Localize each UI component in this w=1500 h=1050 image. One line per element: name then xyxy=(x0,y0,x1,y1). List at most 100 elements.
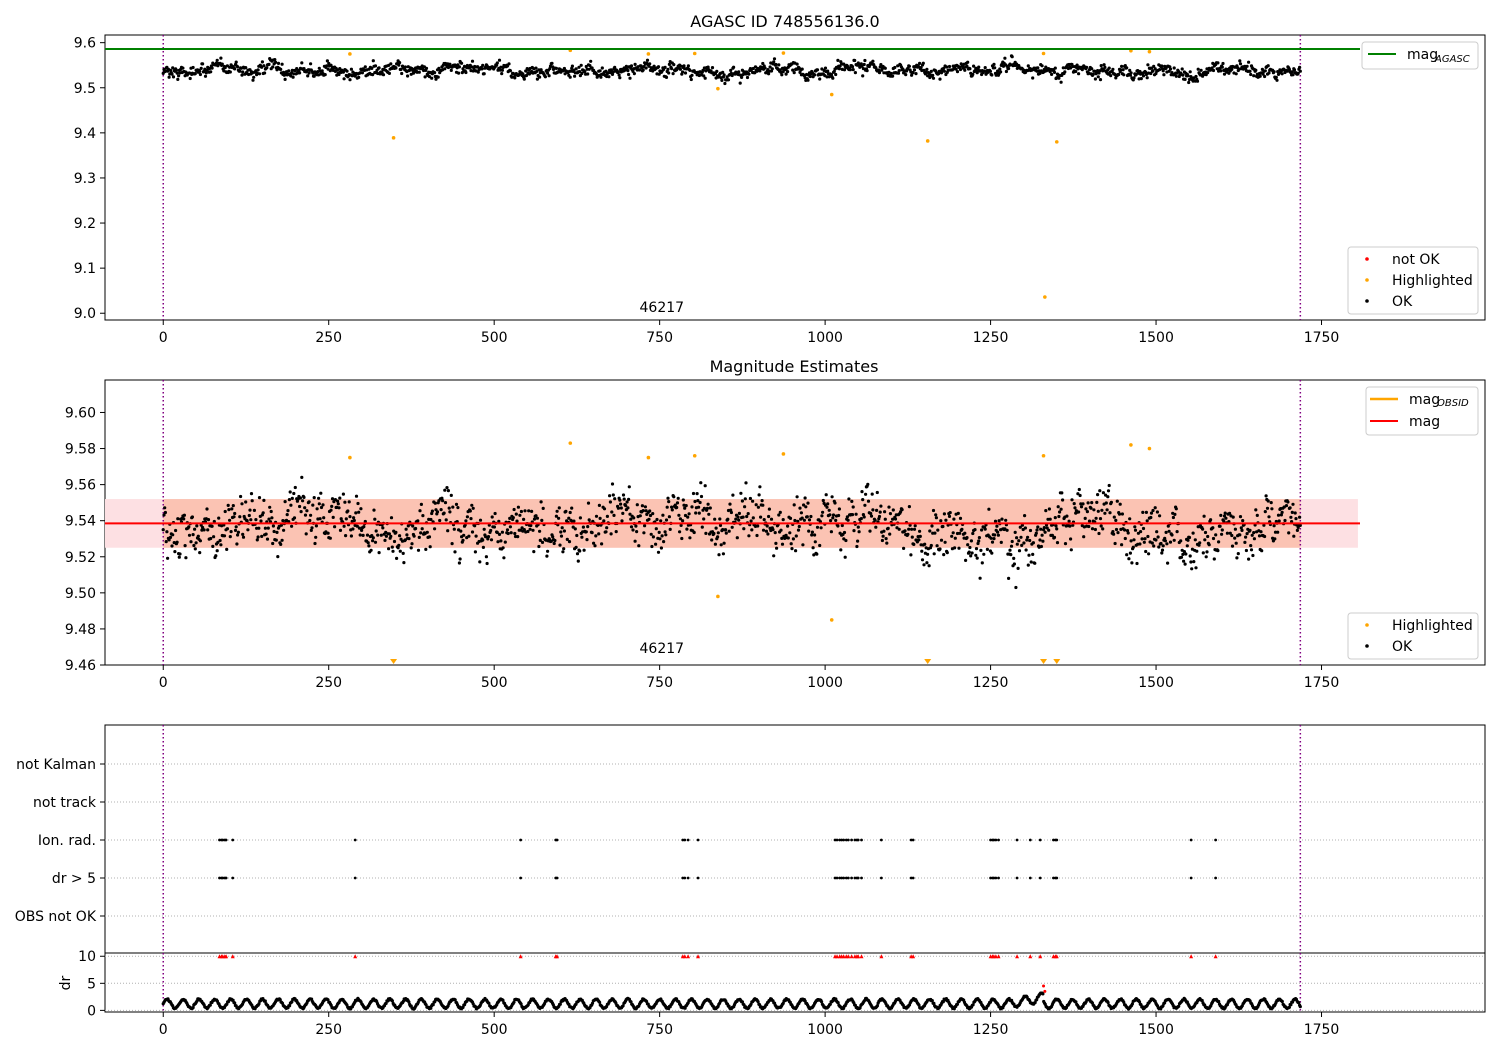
p1-ok-point xyxy=(1074,69,1078,74)
p2-ok-point xyxy=(387,532,391,536)
p3-flag-point xyxy=(519,876,523,880)
p2-ok-point xyxy=(317,496,321,500)
p2-ok-point xyxy=(398,534,402,538)
p2-ok-point xyxy=(239,494,243,499)
p2-ok-point xyxy=(1244,548,1248,553)
p2-ok-point xyxy=(168,535,173,540)
p2-ok-point xyxy=(648,513,653,518)
p2-ok-point xyxy=(1048,517,1052,521)
p2-ok-point xyxy=(182,517,186,521)
p2-ok-point xyxy=(976,541,980,546)
p1-ok-point xyxy=(861,74,865,78)
p1-ok-point xyxy=(703,76,707,80)
p1-ok-point xyxy=(722,73,726,77)
p1-ok-point xyxy=(280,62,284,66)
p2-ok-point xyxy=(189,540,193,544)
p2-ok-point xyxy=(411,524,415,528)
p2-ok-point xyxy=(690,505,694,509)
p2-ok-point xyxy=(1201,551,1205,555)
p2-ok-point xyxy=(1106,489,1111,493)
p2-x-tick-label: 1750 xyxy=(1304,675,1340,691)
p1-ok-point xyxy=(1038,71,1042,75)
p2-ok-point xyxy=(471,506,475,510)
p4-dr-point xyxy=(955,1002,960,1006)
p2-ok-point xyxy=(661,513,665,517)
p2-ok-point xyxy=(163,506,167,510)
p1-ok-point xyxy=(342,77,346,81)
p1-ok-point xyxy=(1007,66,1011,71)
p2-title: Magnitude Estimates xyxy=(710,357,879,376)
p1-x-tick-label: 1750 xyxy=(1304,330,1340,346)
p2-ok-point xyxy=(795,495,799,499)
p2-ok-point xyxy=(663,530,667,534)
p1-ok-point xyxy=(349,67,353,71)
p1-ok-point xyxy=(223,66,227,70)
p3-flag-point xyxy=(555,876,559,880)
p2-ok-point xyxy=(751,516,755,520)
p2-ok-point xyxy=(625,500,629,504)
p2-ok-point xyxy=(1031,541,1035,545)
p2-ok-point xyxy=(1156,535,1160,539)
p1-ok-point xyxy=(1194,74,1198,79)
p2-ok-point xyxy=(996,533,1001,537)
p2-ok-point xyxy=(833,501,837,505)
p1-ok-point xyxy=(323,73,327,77)
p2-ok-point xyxy=(726,517,730,521)
p2-ok-point xyxy=(985,547,990,552)
p2-ok-point xyxy=(695,492,699,496)
p2-ok-point xyxy=(1087,524,1091,529)
p2-ok-point xyxy=(309,528,313,533)
p1-ok-point xyxy=(919,66,923,70)
p2-ok-point xyxy=(241,532,245,537)
p1-ok-point xyxy=(1186,74,1190,78)
p1-ok-point xyxy=(589,59,593,63)
p2-ok-point xyxy=(650,544,654,549)
p2-ok-point xyxy=(233,511,237,516)
p4-dr-point xyxy=(1041,992,1045,996)
p2-ok-point xyxy=(473,550,477,554)
p2-y-tick-label: 9.54 xyxy=(65,514,96,530)
p2-ok-point xyxy=(287,520,291,524)
p1-ok-point xyxy=(1275,78,1279,82)
p1-ok-point xyxy=(295,67,299,71)
p3-flag-point xyxy=(911,838,915,842)
p2-ok-point xyxy=(177,555,181,559)
p1-ok-point xyxy=(1154,72,1158,76)
p2-ok-point xyxy=(490,515,494,519)
p2-ok-point xyxy=(993,533,997,537)
p2-ok-point xyxy=(1018,525,1022,529)
p2-ok-point xyxy=(721,552,726,556)
p2-ok-point xyxy=(567,540,572,544)
p1-legend-agasc-subscript: AGASC xyxy=(1434,54,1470,65)
p2-ok-point xyxy=(1050,533,1054,538)
p2-ok-point xyxy=(459,529,463,533)
p2-ok-point xyxy=(1291,502,1295,506)
p2-ok-point xyxy=(1033,561,1037,565)
p2-ok-point xyxy=(821,510,825,514)
p3-flag-point xyxy=(1015,876,1019,880)
p1-ok-point xyxy=(1195,79,1200,83)
p2-ok-point xyxy=(298,504,302,509)
p2-ok-point xyxy=(1043,530,1047,534)
p2-y-tick-label: 9.58 xyxy=(65,442,96,458)
p2-ok-point xyxy=(875,508,879,512)
p2-ok-point xyxy=(871,508,875,512)
p1-ok-point xyxy=(1267,71,1271,75)
p1-ok-point xyxy=(945,65,949,69)
p1-ok-point xyxy=(464,70,468,75)
p1-ok-point xyxy=(251,78,255,82)
p2-ok-point xyxy=(794,534,798,538)
p4-x-tick-label: 1500 xyxy=(1138,1022,1174,1038)
p2-ok-point xyxy=(354,511,358,515)
p4-dr-point xyxy=(487,1001,491,1005)
p2-ok-point xyxy=(356,501,360,506)
p2-ok-point xyxy=(372,508,376,512)
p2-ok-point xyxy=(602,519,606,523)
p1-ok-point xyxy=(732,65,736,69)
p1-ok-point xyxy=(539,68,543,72)
p2-ok-point xyxy=(1073,506,1077,510)
p2-ok-point xyxy=(649,532,653,536)
p1-ok-point xyxy=(777,63,781,67)
p3-flag-point xyxy=(860,876,863,880)
p4-high-dr-marker xyxy=(993,954,998,959)
